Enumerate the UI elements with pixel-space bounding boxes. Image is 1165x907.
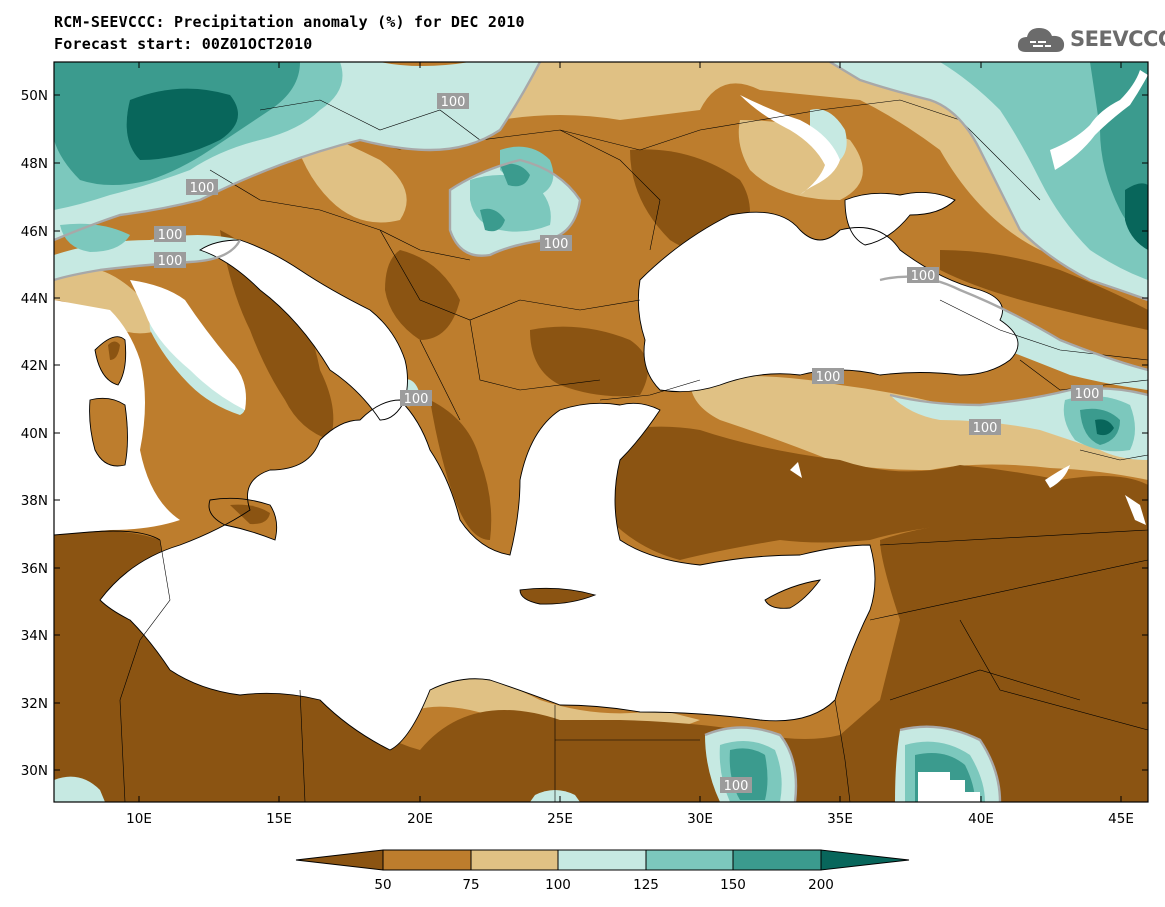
colorbar-tick-label: 100 bbox=[545, 877, 571, 893]
svg-text:100: 100 bbox=[190, 181, 215, 196]
colorbar-segment bbox=[732, 849, 822, 871]
lat-label: 36N bbox=[21, 561, 48, 577]
map-frame bbox=[53, 61, 1149, 803]
lon-label: 10E bbox=[126, 811, 152, 827]
lon-label: 20E bbox=[407, 811, 433, 827]
colorbar-segment bbox=[645, 849, 734, 871]
lat-label: 48N bbox=[21, 156, 48, 172]
lon-label: 25E bbox=[547, 811, 573, 827]
cloud-rain-icon bbox=[1017, 28, 1065, 52]
anomaly-above-200-zones bbox=[126, 88, 1148, 436]
mediterranean-sea bbox=[100, 400, 875, 750]
svg-text:100: 100 bbox=[544, 237, 569, 252]
colorbar-segment bbox=[295, 849, 384, 871]
colorbar-segment bbox=[820, 849, 910, 871]
islands bbox=[89, 336, 820, 609]
lon-label: 40E bbox=[968, 811, 994, 827]
lat-label: 46N bbox=[21, 224, 48, 240]
contour-label: 100 bbox=[1071, 385, 1103, 402]
contour-label: 100 bbox=[154, 252, 186, 269]
svg-text:100: 100 bbox=[973, 421, 998, 436]
map-title: RCM-SEEVCCC: Precipitation anomaly (%) f… bbox=[54, 13, 525, 31]
svg-text:100: 100 bbox=[911, 269, 936, 284]
map-field bbox=[54, 62, 1148, 802]
longitude-axis: 10E 15E 20E 25E 30E 35E 40E 45E bbox=[126, 62, 1134, 827]
reservoir-strip bbox=[740, 95, 840, 195]
data-gap bbox=[918, 772, 980, 802]
contour-label: 100 bbox=[186, 179, 218, 196]
colorbar-tick-label: 150 bbox=[720, 877, 746, 893]
lat-label: 32N bbox=[21, 696, 48, 712]
contour-label: 100 bbox=[720, 777, 752, 794]
black-sea bbox=[638, 212, 1018, 392]
latitude-axis: 50N 48N 46N 44N 42N 40N 38N 36N 34N 32N … bbox=[21, 88, 1148, 779]
contour-label: 100 bbox=[969, 419, 1001, 436]
contour-labels: 100 100 100 100 100 100 100 100 bbox=[154, 93, 1103, 794]
contour-label: 100 bbox=[437, 93, 469, 110]
lon-label: 45E bbox=[1108, 811, 1134, 827]
contour-label: 100 bbox=[907, 267, 939, 284]
svg-text:100: 100 bbox=[441, 95, 466, 110]
colorbar-tick-label: 200 bbox=[808, 877, 834, 893]
contour-100-lines bbox=[54, 62, 1148, 802]
contour-label: 100 bbox=[154, 226, 186, 243]
lat-label: 40N bbox=[21, 426, 48, 442]
colorbar-tick-label: 75 bbox=[462, 877, 479, 893]
colorbar-legend: 50 75 100 125 150 200 bbox=[295, 849, 910, 893]
lat-label: 42N bbox=[21, 358, 48, 374]
lat-label: 50N bbox=[21, 88, 48, 104]
svg-text:100: 100 bbox=[816, 370, 841, 385]
contour-label: 100 bbox=[540, 235, 572, 252]
svg-text:100: 100 bbox=[1075, 387, 1100, 402]
colorbar-segment bbox=[382, 849, 472, 871]
tyrrhenian-sea bbox=[130, 280, 246, 410]
contour-label: 100 bbox=[400, 390, 432, 407]
lon-label: 30E bbox=[687, 811, 713, 827]
lon-label: 35E bbox=[827, 811, 853, 827]
colorbar-tick-label: 50 bbox=[374, 877, 391, 893]
anomaly-below-50-zones bbox=[54, 62, 1148, 802]
coastlines-and-borders bbox=[54, 191, 1019, 751]
colorbar-segment bbox=[470, 849, 559, 871]
contour-label: 100 bbox=[812, 368, 844, 385]
seevccc-logo: SEEVCCC bbox=[1016, 22, 1165, 56]
lat-label: 30N bbox=[21, 763, 48, 779]
svg-text:100: 100 bbox=[158, 254, 183, 269]
forecast-start-label: Forecast start: 00Z01OCT2010 bbox=[54, 35, 313, 53]
country-borders bbox=[119, 99, 1148, 802]
lat-label: 38N bbox=[21, 493, 48, 509]
sea-of-azov bbox=[845, 192, 955, 245]
colorbar-tick-label: 125 bbox=[633, 877, 659, 893]
svg-text:100: 100 bbox=[404, 392, 429, 407]
adriatic-sea bbox=[200, 240, 408, 420]
colorbar-segment bbox=[557, 849, 647, 871]
lat-label: 34N bbox=[21, 628, 48, 644]
svg-text:100: 100 bbox=[724, 779, 749, 794]
lat-label: 44N bbox=[21, 291, 48, 307]
logo-text: SEEVCCC bbox=[1070, 27, 1165, 51]
lon-label: 15E bbox=[266, 811, 292, 827]
svg-text:100: 100 bbox=[158, 228, 183, 243]
